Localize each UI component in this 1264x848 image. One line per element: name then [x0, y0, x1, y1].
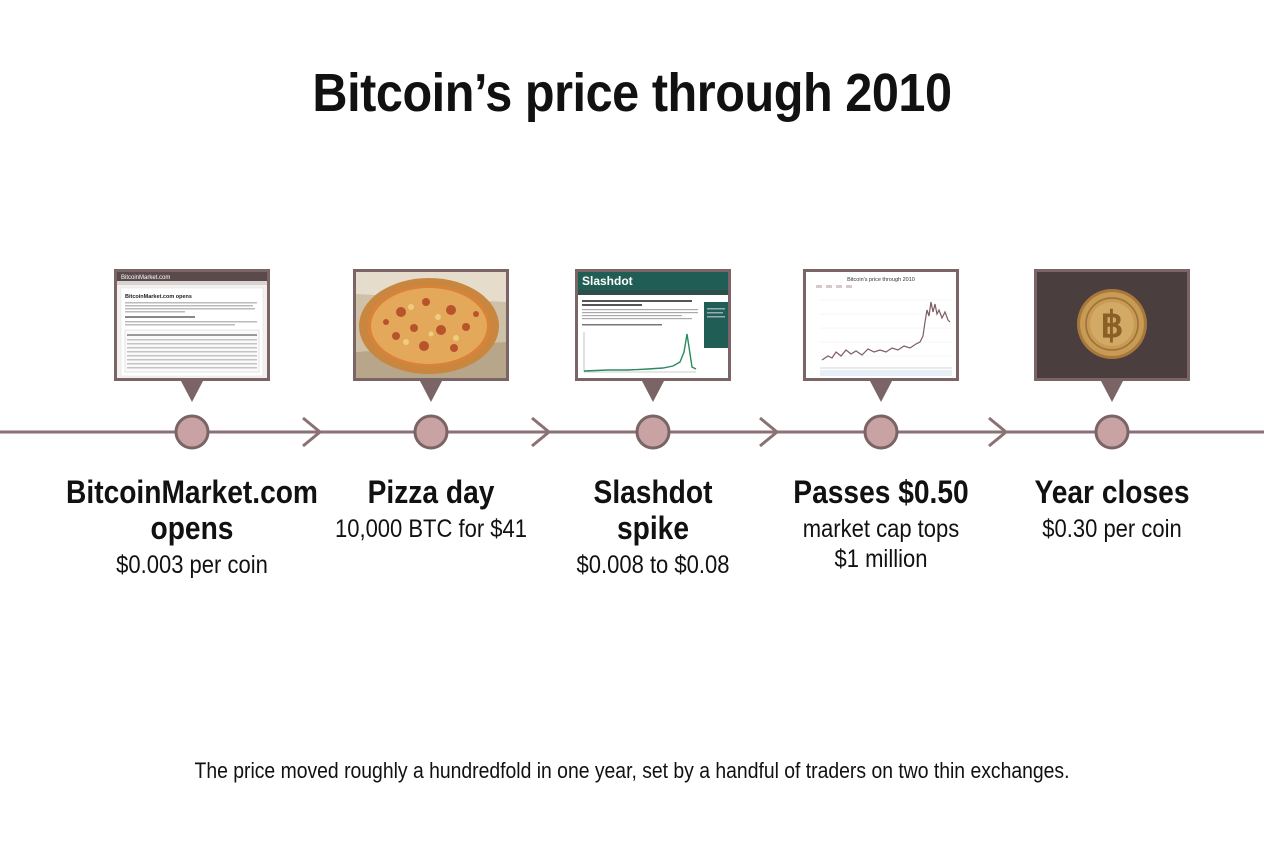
arrow-icon [759, 416, 780, 448]
price-chart-thumbnail: Bitcoin's price through 2010 [803, 269, 959, 381]
event-heading: Pizza day [367, 474, 495, 510]
timeline-node [863, 414, 899, 450]
bitcoin-coin-icon: ฿ [1037, 272, 1187, 378]
event-detail: $0.003 per coin [116, 551, 268, 579]
line-chart-icon: Bitcoin's price through 2010 [806, 272, 956, 378]
event-label: Passes $0.50 market cap tops $1 million [731, 474, 1031, 574]
footnote: The price moved roughly a hundredfold in… [194, 758, 1070, 783]
pointer [642, 381, 664, 402]
site-name: BitcoinMarket.com [121, 275, 170, 281]
event-detail: $0.30 per coin [1042, 515, 1182, 543]
slashdot-logo: Slashdot [582, 274, 633, 288]
pointer [870, 381, 892, 402]
event-detail: $0.008 to $0.08 [576, 551, 730, 579]
exchange-webpage-thumbnail: BitcoinMarket.com BitcoinMarket.com open… [114, 269, 270, 381]
slashdot-article-thumbnail: Slashdot [575, 269, 731, 381]
event-detail: 10,000 BTC for $41 [334, 515, 528, 543]
event-heading: Slashdot spike [593, 474, 713, 546]
arrow-icon [302, 416, 323, 448]
pointer [420, 381, 442, 402]
event-label: Pizza day 10,000 BTC for $41 [281, 474, 581, 544]
event-detail: market cap tops $1 million [802, 515, 960, 573]
event-heading: Year closes [1034, 474, 1190, 510]
pointer [181, 381, 203, 402]
svg-text:฿: ฿ [1101, 305, 1124, 345]
webpage-headline: BitcoinMarket.com opens [125, 294, 192, 300]
pointer [1101, 381, 1123, 402]
timeline-node [635, 414, 671, 450]
event-heading: Passes $0.50 [793, 474, 969, 510]
event-label: Slashdot spike $0.008 to $0.08 [503, 474, 803, 580]
webpage-screenshot-icon: BitcoinMarket.com BitcoinMarket.com open… [117, 272, 267, 378]
arrow-icon [531, 416, 552, 448]
arrow-icon [988, 416, 1009, 448]
article-screenshot-icon: Slashdot [578, 272, 728, 378]
event-heading: BitcoinMarket.com opens [66, 474, 318, 546]
timeline-node [174, 414, 210, 450]
pizza-icon [356, 272, 506, 378]
pizza-photo-thumbnail [353, 269, 509, 381]
mini-chart-title: Bitcoin's price through 2010 [847, 277, 915, 283]
timeline-node [413, 414, 449, 450]
timeline-node [1094, 414, 1130, 450]
bitcoin-coin-thumbnail: ฿ [1034, 269, 1190, 381]
event-label: Year closes $0.30 per coin [962, 474, 1262, 544]
event-label: BitcoinMarket.com opens $0.003 per coin [42, 474, 342, 580]
page-title: Bitcoin’s price through 2010 [312, 63, 952, 123]
